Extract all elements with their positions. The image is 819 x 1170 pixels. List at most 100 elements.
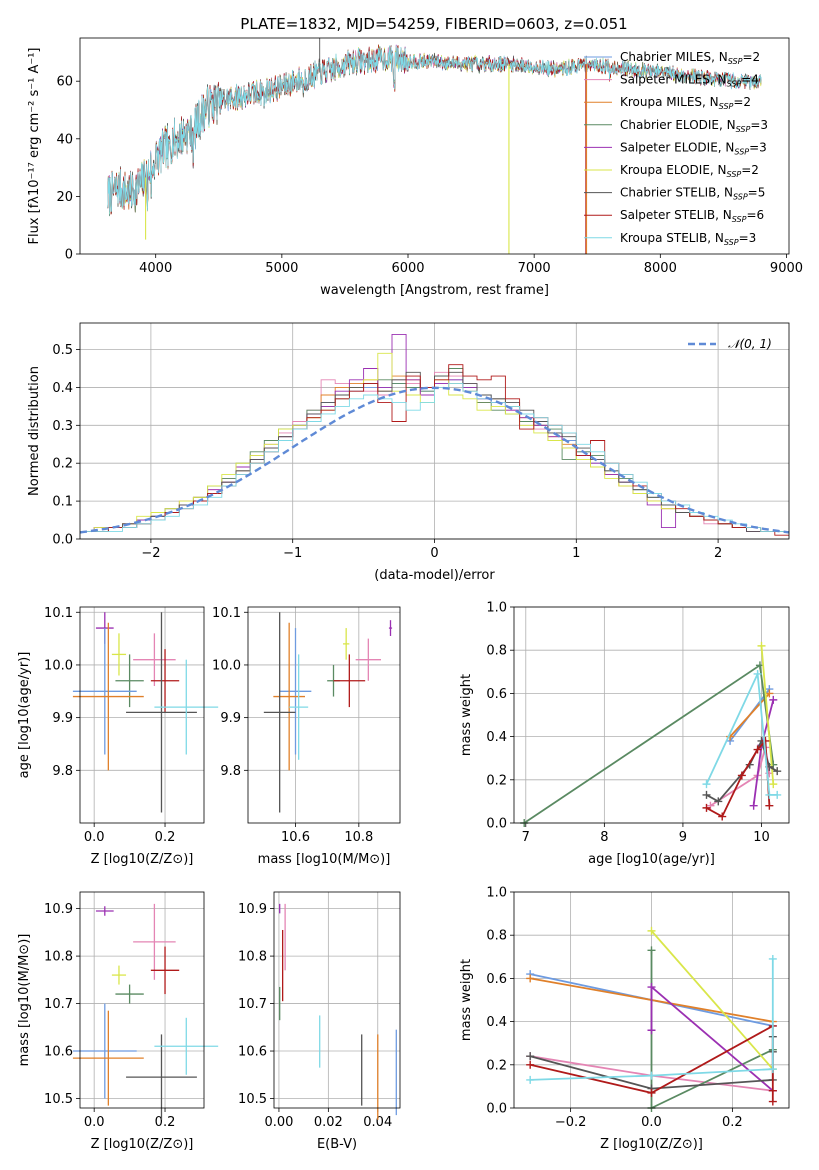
data-point <box>72 628 137 755</box>
weight-marker <box>757 641 766 650</box>
weight-marker <box>765 689 774 698</box>
x-tick-label: 8000 <box>644 261 677 276</box>
y-tick-label: 0.8 <box>486 929 507 944</box>
legend-label-text: Salpeter MILES, N <box>620 73 727 87</box>
x-tick-label: −1 <box>283 546 302 561</box>
y-tick-label: 0.6 <box>486 687 507 702</box>
legend-label-text: Salpeter ELODIE, N <box>620 140 734 154</box>
weight-vs-Z-ylabel: mass weight <box>459 959 474 1041</box>
y-tick-label: 0.5 <box>52 343 73 358</box>
y-tick-label: 0.0 <box>486 1102 507 1117</box>
weight-marker <box>765 801 774 810</box>
age-vs-mass-grid <box>248 607 400 823</box>
age-vs-mass-frame <box>247 606 401 824</box>
normal-curve <box>79 386 790 534</box>
legend-label-text: Salpeter STELIB, N <box>620 208 732 222</box>
spectrum-xlabel: wavelength [Angstrom, rest frame] <box>320 283 549 298</box>
legend-label: Chabrier MILES, NSSP=2 <box>620 50 760 66</box>
y-tick-label: 0.3 <box>52 419 73 434</box>
weight-vs-age-xlabel: age [log10(age/yr)] <box>588 852 715 867</box>
x-tick-label: 6000 <box>391 261 424 276</box>
x-tick-label: 2 <box>714 546 722 561</box>
legend-label-text: Chabrier MILES, N <box>620 50 728 64</box>
weight-line <box>523 663 775 824</box>
weight-marker <box>768 1097 777 1106</box>
age-vs-Z-ylabel: age [log10(age/yr)] <box>17 652 32 779</box>
x-tick-label: 5000 <box>265 261 298 276</box>
data-point <box>343 628 350 660</box>
data-point <box>150 946 180 995</box>
x-tick-label: 0 <box>430 546 438 561</box>
y-tick-label: 0 <box>65 248 73 263</box>
weight-marker <box>702 803 711 812</box>
y-tick-label: 9.8 <box>220 764 241 779</box>
data-point <box>273 622 305 771</box>
legend-label-subscript: SSP <box>733 193 748 202</box>
y-tick-label: 1.0 <box>486 886 507 901</box>
x-tick-label: 0.2 <box>722 1115 743 1130</box>
weight-vs-age-grid <box>514 606 789 824</box>
data-point <box>126 1034 197 1120</box>
legend-label-subscript: SSP <box>719 102 734 111</box>
legend-label-subscript: SSP <box>732 215 747 224</box>
data-point <box>115 984 144 1004</box>
weight-line <box>650 930 774 1070</box>
y-tick-label: 0.2 <box>486 1058 507 1073</box>
legend-label: Kroupa STELIB, NSSP=3 <box>620 231 756 247</box>
legend-label-subscript: SSP <box>734 147 749 156</box>
weight-vs-age-axes: 7 8 9 10 0.0 0.2 0.4 0.6 0.8 1.0 <box>486 601 789 845</box>
weight-marker <box>769 695 778 704</box>
data-point <box>72 622 144 771</box>
legend-label-value: =2 <box>733 95 751 109</box>
weight-marker <box>761 736 770 745</box>
age-vs-Z-xlabel: Z [log10(Z/Z⊙)] <box>91 852 194 867</box>
mass-vs-Z-axes: 0.0 0.2 10.5 10.6 10.7 10.8 10.9 <box>44 892 219 1130</box>
y-tick-label: 10.7 <box>238 997 267 1012</box>
weight-marker <box>765 790 774 799</box>
weight-marker <box>647 1026 656 1035</box>
legend-label-text: Chabrier ELODIE, N <box>620 118 736 132</box>
data-point <box>263 612 296 813</box>
weight-line <box>729 692 771 738</box>
x-tick-label: 0.0 <box>84 1115 105 1130</box>
mass-vs-Z-ylabel: mass [log10(M/M⊙)] <box>17 934 32 1067</box>
weight-marker <box>526 1075 535 1084</box>
x-tick-label: 9 <box>679 830 687 845</box>
age-vs-Z-grid <box>80 607 204 823</box>
data-point <box>126 612 197 813</box>
y-tick-label: 10.7 <box>44 997 73 1012</box>
legend-label-value: =3 <box>749 140 767 154</box>
weight-marker <box>749 801 758 810</box>
data-point <box>279 628 312 755</box>
weight-marker <box>753 669 762 678</box>
data-point <box>95 906 114 916</box>
weight-marker <box>773 790 782 799</box>
legend-label-subscript: SSP <box>727 170 742 179</box>
weight-marker <box>647 926 656 935</box>
legend-label-value: =3 <box>750 118 768 132</box>
spectrum-frame <box>79 37 790 255</box>
y-tick-label: 0.8 <box>486 644 507 659</box>
age-vs-Z-axes: 0.0 0.2 9.8 9.9 10.0 10.1 <box>44 606 219 845</box>
y-tick-label: 0.0 <box>486 817 507 832</box>
legend-label-text: Chabrier STELIB, N <box>620 186 733 200</box>
x-tick-label: 10 <box>753 830 770 845</box>
x-tick-label: 0.2 <box>155 1115 176 1130</box>
legend-label: Salpeter STELIB, NSSP=6 <box>620 208 764 224</box>
x-tick-label: −0.2 <box>555 1115 587 1130</box>
y-tick-label: 9.9 <box>52 711 73 726</box>
y-tick-label: 40 <box>56 132 73 147</box>
mass-vs-EBV-axes: 0.00 0.02 0.04 10.5 10.6 10.7 10.8 10.9 <box>238 892 400 1130</box>
y-tick-label: 10.5 <box>238 1092 267 1107</box>
weight-marker <box>647 1088 656 1097</box>
mass-vs-EBV-frame <box>273 891 401 1109</box>
x-tick-label: 7000 <box>518 261 551 276</box>
data-point <box>115 654 144 708</box>
weight-line <box>760 645 775 785</box>
legend-label: 𝒩(0, 1) <box>728 337 772 351</box>
weight-marker <box>718 812 727 821</box>
legend-label-value: =2 <box>742 50 760 64</box>
weight-marker <box>526 1052 535 1061</box>
weight-marker <box>773 767 782 776</box>
age-vs-Z-frame <box>79 606 205 824</box>
